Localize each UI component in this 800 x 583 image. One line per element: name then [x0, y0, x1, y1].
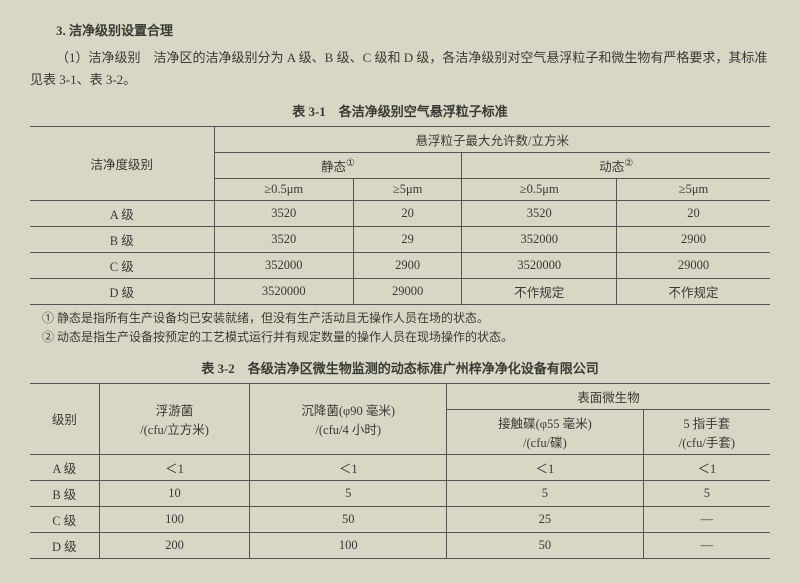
table-row: B 级10555 — [30, 480, 770, 506]
t2-col-contact: 接触碟(φ55 毫米)/(cfu/碟) — [447, 409, 644, 454]
col-dynamic-header: 动态② — [462, 153, 770, 179]
table-row: A 级352020352020 — [30, 201, 770, 227]
table-row: B 级3520293520002900 — [30, 227, 770, 253]
col-d05: ≥0.5μm — [462, 179, 617, 201]
t2-col-float: 浮游菌/(cfu/立方米) — [99, 383, 250, 454]
table1-title: 表 3-1 各洁净级别空气悬浮粒子标准 — [30, 101, 770, 120]
t2-col-glove: 5 指手套/(cfu/手套) — [643, 409, 770, 454]
footnote2: ② 动态是指生产设备按预定的工艺模式运行并有规定数量的操作人员在现场操作的状态。 — [30, 328, 770, 347]
table2-title: 表 3-2 各级洁净区微生物监测的动态标准广州梓净净化设备有限公司 — [30, 358, 770, 377]
col-s05: ≥0.5μm — [214, 179, 353, 201]
col-group-header: 悬浮粒子最大允许数/立方米 — [214, 127, 770, 153]
table-row: D 级352000029000不作规定不作规定 — [30, 279, 770, 305]
table-row: C 级3520002900352000029000 — [30, 253, 770, 279]
intro-paragraph: （1）洁净级别 洁净区的洁净级别分为 A 级、B 级、C 级和 D 级，各洁净级… — [30, 47, 770, 91]
section-heading: 3. 洁净级别设置合理 — [30, 20, 770, 39]
t2-col-level: 级别 — [30, 383, 99, 454]
col-static-header: 静态① — [214, 153, 462, 179]
col-d5: ≥5μm — [617, 179, 770, 201]
t2-col-settle: 沉降菌(φ90 毫米)/(cfu/4 小时) — [250, 383, 447, 454]
col-level-header: 洁净度级别 — [30, 127, 214, 201]
footnote1: ① 静态是指所有生产设备均已安装就绪，但没有生产活动且无操作人员在场的状态。 — [30, 309, 770, 328]
col-s5: ≥5μm — [353, 179, 462, 201]
t2-col-surface: 表面微生物 — [447, 383, 770, 409]
table-row: C 级1005025— — [30, 506, 770, 532]
table-row: D 级20010050— — [30, 532, 770, 558]
table-row: A 级＜1＜1＜1＜1 — [30, 454, 770, 480]
table2: 级别 浮游菌/(cfu/立方米) 沉降菌(φ90 毫米)/(cfu/4 小时) … — [30, 383, 770, 559]
table1: 洁净度级别 悬浮粒子最大允许数/立方米 静态① 动态② ≥0.5μm ≥5μm … — [30, 126, 770, 305]
